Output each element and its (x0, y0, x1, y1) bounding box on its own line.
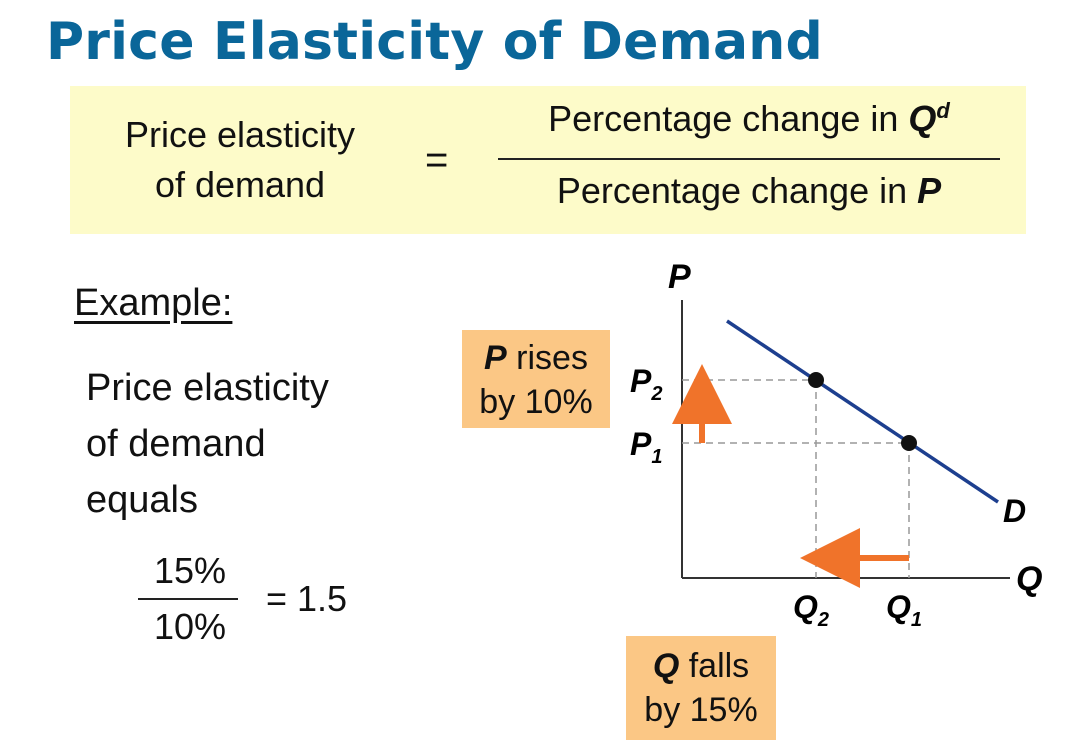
example-result: = 1.5 (266, 578, 348, 619)
quantity-note-var: Q (652, 647, 680, 685)
example-heading: Example: (74, 282, 233, 324)
formula-numerator-text: Percentage change in (548, 98, 909, 139)
point-q2-p2 (808, 372, 824, 388)
y-axis-label: P (668, 258, 691, 296)
q2-label-sub: 2 (817, 609, 829, 631)
formula-left: Price elasticity of demand (70, 110, 410, 210)
q1-label: Q1 (886, 589, 922, 631)
price-note-line2: by 10% (479, 383, 593, 421)
formula-fraction-bar (498, 158, 1000, 160)
formula-numerator-var: Q (908, 98, 937, 139)
formula-denominator: Percentage change in P (498, 170, 1000, 212)
formula-denominator-text: Percentage change in (556, 170, 918, 211)
quantity-note-line1: Q falls (626, 644, 776, 688)
q1-label-var: Q (886, 589, 911, 625)
formula-numerator: Percentage change in Qd (498, 98, 1000, 140)
p2-label-sub: 2 (650, 383, 662, 405)
p1-label-var: P (630, 426, 652, 462)
q2-label-var: Q (793, 589, 818, 625)
quantity-note-line2: by 15% (644, 691, 758, 729)
page-title: Price Elasticity of Demand (46, 12, 823, 72)
price-note-var: P (484, 339, 507, 377)
formula-denominator-var: P (917, 170, 942, 211)
formula-left-line1: Price elasticity (124, 114, 356, 155)
formula-equals: = (425, 138, 449, 182)
point-q1-p1 (901, 435, 917, 451)
example-line3: equals (86, 479, 198, 521)
example-line2: of demand (86, 423, 266, 465)
dashed-guides (682, 379, 910, 578)
p1-label-sub: 1 (651, 446, 662, 468)
formula-left-line2: of demand (154, 164, 326, 205)
p2-label: P2 (630, 363, 662, 405)
formula-box: Price elasticity of demand = Percentage … (70, 86, 1026, 234)
q1-label-sub: 1 (911, 609, 922, 631)
example-fraction-bar (138, 598, 238, 600)
quantity-change-note: Q falls by 15% (626, 636, 776, 740)
price-note-line1: P rises (462, 336, 610, 380)
x-axis-label: Q (1016, 560, 1042, 598)
p1-label: P1 (630, 426, 662, 468)
example-line1: Price elasticity (86, 367, 329, 409)
p2-label-var: P (630, 363, 652, 399)
example-numerator: 15% (153, 550, 227, 591)
example-text: Price elasticity of demand equals (86, 360, 329, 528)
quantity-note-text: falls (679, 647, 750, 685)
q2-label: Q2 (793, 589, 829, 631)
price-note-text: rises (506, 339, 588, 377)
formula-numerator-sup: d (936, 98, 950, 123)
example-denominator: 10% (153, 606, 227, 647)
demand-curve-label: D (1003, 493, 1026, 529)
price-change-note: P rises by 10% (462, 330, 610, 428)
demand-curve (726, 319, 999, 504)
